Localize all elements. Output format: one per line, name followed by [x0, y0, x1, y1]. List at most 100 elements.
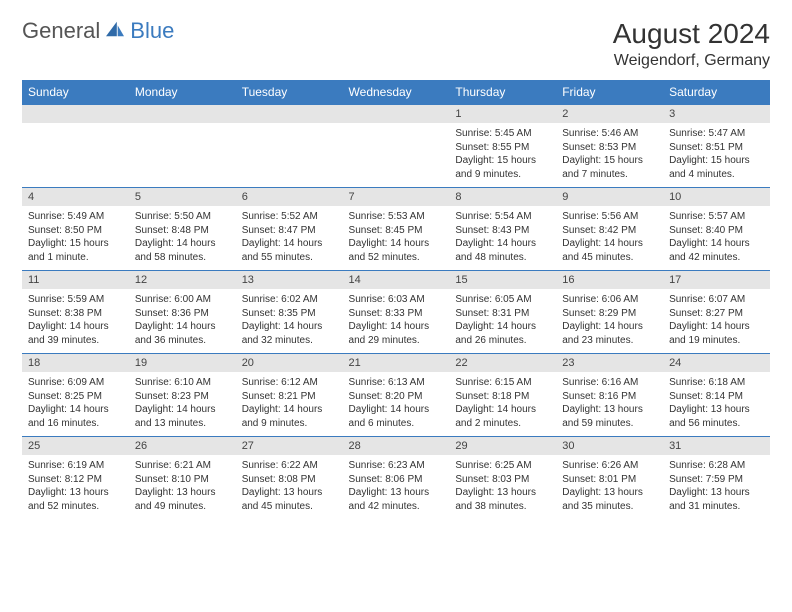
- daylight-text-1: Daylight: 15 hours: [455, 154, 550, 168]
- weekday-friday: Friday: [556, 80, 663, 105]
- weekday-sunday: Sunday: [22, 80, 129, 105]
- day-cell: [22, 123, 129, 188]
- day-number: 29: [449, 437, 556, 456]
- day-number: 10: [663, 188, 770, 207]
- daylight-text-2: and 13 minutes.: [135, 417, 230, 431]
- sunrise-text: Sunrise: 6:25 AM: [455, 459, 550, 473]
- daylight-text-2: and 1 minute.: [28, 251, 123, 265]
- sunrise-text: Sunrise: 5:45 AM: [455, 127, 550, 141]
- day-number: 27: [236, 437, 343, 456]
- sunrise-text: Sunrise: 5:53 AM: [349, 210, 444, 224]
- daylight-text-1: Daylight: 14 hours: [455, 403, 550, 417]
- day-cell: Sunrise: 5:52 AMSunset: 8:47 PMDaylight:…: [236, 206, 343, 271]
- day-number: [22, 105, 129, 124]
- daylight-text-2: and 26 minutes.: [455, 334, 550, 348]
- day-cell: Sunrise: 5:47 AMSunset: 8:51 PMDaylight:…: [663, 123, 770, 188]
- day-content-row: Sunrise: 6:09 AMSunset: 8:25 PMDaylight:…: [22, 372, 770, 437]
- sunset-text: Sunset: 8:36 PM: [135, 307, 230, 321]
- sunrise-text: Sunrise: 6:10 AM: [135, 376, 230, 390]
- daylight-text-1: Daylight: 15 hours: [28, 237, 123, 251]
- sunrise-text: Sunrise: 5:54 AM: [455, 210, 550, 224]
- sunset-text: Sunset: 8:40 PM: [669, 224, 764, 238]
- sunrise-text: Sunrise: 6:09 AM: [28, 376, 123, 390]
- page-title: August 2024: [613, 18, 770, 50]
- day-number: 6: [236, 188, 343, 207]
- daylight-text-2: and 58 minutes.: [135, 251, 230, 265]
- day-number: 22: [449, 354, 556, 373]
- day-number: 7: [343, 188, 450, 207]
- daylight-text-2: and 32 minutes.: [242, 334, 337, 348]
- daylight-text-1: Daylight: 14 hours: [562, 237, 657, 251]
- day-cell: [236, 123, 343, 188]
- sunrise-text: Sunrise: 5:56 AM: [562, 210, 657, 224]
- day-cell: Sunrise: 5:59 AMSunset: 8:38 PMDaylight:…: [22, 289, 129, 354]
- day-cell: Sunrise: 6:10 AMSunset: 8:23 PMDaylight:…: [129, 372, 236, 437]
- title-block: August 2024 Weigendorf, Germany: [613, 18, 770, 70]
- sunrise-text: Sunrise: 6:06 AM: [562, 293, 657, 307]
- sunset-text: Sunset: 8:12 PM: [28, 473, 123, 487]
- sunset-text: Sunset: 8:23 PM: [135, 390, 230, 404]
- daylight-text-1: Daylight: 14 hours: [349, 403, 444, 417]
- daylight-text-2: and 49 minutes.: [135, 500, 230, 514]
- day-number: 16: [556, 271, 663, 290]
- day-number: 8: [449, 188, 556, 207]
- day-number-row: 123: [22, 105, 770, 124]
- day-number: [343, 105, 450, 124]
- sunset-text: Sunset: 8:38 PM: [28, 307, 123, 321]
- sunset-text: Sunset: 8:20 PM: [349, 390, 444, 404]
- weekday-wednesday: Wednesday: [343, 80, 450, 105]
- day-cell: Sunrise: 6:25 AMSunset: 8:03 PMDaylight:…: [449, 455, 556, 519]
- day-cell: Sunrise: 5:50 AMSunset: 8:48 PMDaylight:…: [129, 206, 236, 271]
- day-cell: Sunrise: 6:28 AMSunset: 7:59 PMDaylight:…: [663, 455, 770, 519]
- daylight-text-1: Daylight: 14 hours: [28, 403, 123, 417]
- sunset-text: Sunset: 8:50 PM: [28, 224, 123, 238]
- sunset-text: Sunset: 8:18 PM: [455, 390, 550, 404]
- day-content-row: Sunrise: 6:19 AMSunset: 8:12 PMDaylight:…: [22, 455, 770, 519]
- daylight-text-2: and 19 minutes.: [669, 334, 764, 348]
- sunset-text: Sunset: 8:47 PM: [242, 224, 337, 238]
- day-cell: Sunrise: 6:19 AMSunset: 8:12 PMDaylight:…: [22, 455, 129, 519]
- daylight-text-1: Daylight: 14 hours: [349, 320, 444, 334]
- logo-text-blue: Blue: [130, 18, 174, 44]
- sunset-text: Sunset: 8:33 PM: [349, 307, 444, 321]
- daylight-text-2: and 45 minutes.: [562, 251, 657, 265]
- daylight-text-2: and 23 minutes.: [562, 334, 657, 348]
- weekday-monday: Monday: [129, 80, 236, 105]
- sunset-text: Sunset: 8:16 PM: [562, 390, 657, 404]
- weekday-thursday: Thursday: [449, 80, 556, 105]
- daylight-text-1: Daylight: 14 hours: [135, 403, 230, 417]
- daylight-text-2: and 56 minutes.: [669, 417, 764, 431]
- daylight-text-1: Daylight: 15 hours: [562, 154, 657, 168]
- daylight-text-1: Daylight: 14 hours: [135, 237, 230, 251]
- day-number: 30: [556, 437, 663, 456]
- daylight-text-2: and 38 minutes.: [455, 500, 550, 514]
- weekday-header-row: SundayMondayTuesdayWednesdayThursdayFrid…: [22, 80, 770, 105]
- weekday-saturday: Saturday: [663, 80, 770, 105]
- daylight-text-1: Daylight: 14 hours: [242, 237, 337, 251]
- day-number: 4: [22, 188, 129, 207]
- daylight-text-1: Daylight: 13 hours: [562, 403, 657, 417]
- day-cell: Sunrise: 5:54 AMSunset: 8:43 PMDaylight:…: [449, 206, 556, 271]
- sunrise-text: Sunrise: 6:22 AM: [242, 459, 337, 473]
- daylight-text-1: Daylight: 14 hours: [455, 237, 550, 251]
- day-cell: Sunrise: 6:00 AMSunset: 8:36 PMDaylight:…: [129, 289, 236, 354]
- sunset-text: Sunset: 8:21 PM: [242, 390, 337, 404]
- page-subtitle: Weigendorf, Germany: [613, 52, 770, 70]
- day-number: 1: [449, 105, 556, 124]
- daylight-text-1: Daylight: 14 hours: [242, 403, 337, 417]
- sunrise-text: Sunrise: 6:21 AM: [135, 459, 230, 473]
- daylight-text-2: and 9 minutes.: [455, 168, 550, 182]
- daylight-text-2: and 39 minutes.: [28, 334, 123, 348]
- daylight-text-2: and 29 minutes.: [349, 334, 444, 348]
- day-number-row: 25262728293031: [22, 437, 770, 456]
- daylight-text-2: and 7 minutes.: [562, 168, 657, 182]
- day-number: 20: [236, 354, 343, 373]
- sunset-text: Sunset: 8:48 PM: [135, 224, 230, 238]
- day-number: 14: [343, 271, 450, 290]
- day-cell: Sunrise: 6:02 AMSunset: 8:35 PMDaylight:…: [236, 289, 343, 354]
- daylight-text-2: and 2 minutes.: [455, 417, 550, 431]
- calendar-table: SundayMondayTuesdayWednesdayThursdayFrid…: [22, 80, 770, 519]
- day-number: 31: [663, 437, 770, 456]
- daylight-text-2: and 36 minutes.: [135, 334, 230, 348]
- sunset-text: Sunset: 7:59 PM: [669, 473, 764, 487]
